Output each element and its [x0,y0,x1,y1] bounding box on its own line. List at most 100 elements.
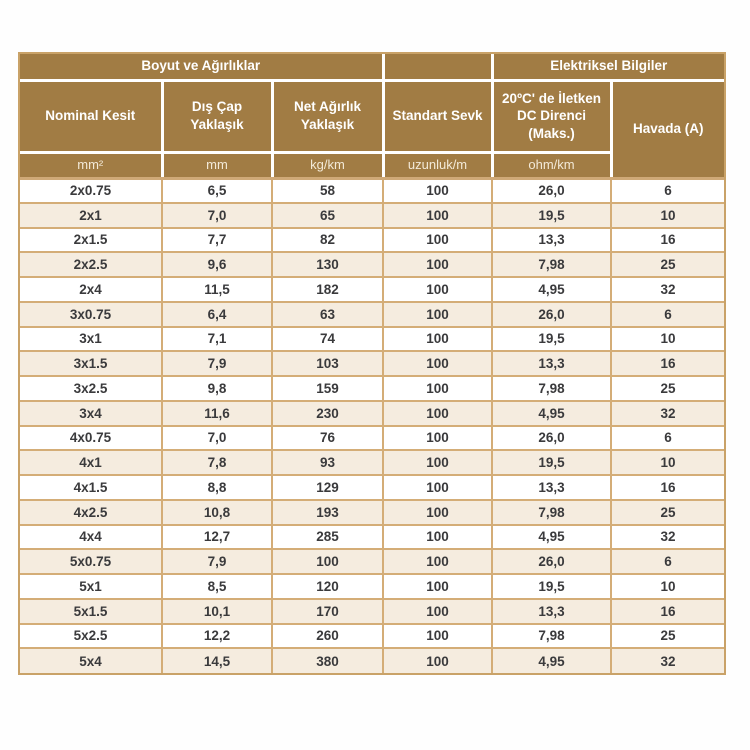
table-row: 3x1 7,1 74 100 19,5 10 [20,325,725,353]
cell: 16 [610,226,725,254]
cell: 7,7 [161,226,273,254]
cell: 230 [270,399,385,427]
cell: 11,5 [161,276,273,303]
cell: 32 [610,276,725,303]
cell: 10 [610,201,725,229]
table-row: 2x0.75 6,5 58 100 26,0 6 [20,177,725,204]
cell: 10,1 [161,597,273,625]
cell: 26,0 [491,548,613,575]
table-row: 5x1 8,5 120 100 19,5 10 [20,573,725,600]
cell: 100 [382,573,494,600]
cell: 7,98 [491,498,613,526]
cell: 12,2 [161,622,273,650]
unit-mm2: mm² [20,150,164,180]
cell: 100 [382,647,494,673]
cell: 4x2.5 [20,498,163,526]
cell: 14,5 [161,647,273,673]
cell: 32 [610,399,725,427]
cell: 3x4 [20,399,163,427]
cell: 100 [382,399,494,427]
cell: 13,3 [491,474,613,501]
cell: 82 [270,226,385,254]
table-row: 4x1.5 8,8 129 100 13,3 16 [20,474,725,501]
group-header-dimensions-weights: Boyut ve Ağırlıklar [20,54,385,82]
cell: 13,3 [491,597,613,625]
cell: 100 [382,177,494,204]
cell: 25 [610,375,725,402]
cell: 100 [382,474,494,501]
cell: 100 [382,622,494,650]
cell: 2x0.75 [20,177,163,204]
cell: 129 [270,474,385,501]
table-header: Boyut ve Ağırlıklar Elektriksel Bilgiler… [20,54,725,180]
cell: 380 [270,647,385,673]
cell: 8,8 [161,474,273,501]
cell: 32 [610,523,725,551]
cell: 26,0 [491,424,613,452]
cell: 100 [382,226,494,254]
cell: 6 [610,300,725,328]
cell: 7,98 [491,375,613,402]
cell: 120 [270,573,385,600]
cell: 93 [270,449,385,476]
cell: 4x1 [20,449,163,476]
cell: 6,4 [161,300,273,328]
cell: 32 [610,647,725,673]
table-row: 2x1 7,0 65 100 19,5 10 [20,201,725,229]
cell: 13,3 [491,226,613,254]
cell: 3x2.5 [20,375,163,402]
cell: 100 [382,325,494,353]
cell: 2x4 [20,276,163,303]
table-body: 2x0.75 6,5 58 100 26,0 6 2x1 7,0 65 100 19,5 10 2x1.… [20,177,725,673]
cell: 7,0 [161,201,273,229]
table-row: 2x2.5 9,6 130 100 7,98 25 [20,251,725,278]
cell: 2x2.5 [20,251,163,278]
cell: 100 [382,201,494,229]
table-row: 3x1.5 7,9 103 100 13,3 16 [20,350,725,377]
cable-spec-table: Boyut ve Ağırlıklar Elektriksel Bilgiler… [20,54,725,673]
table-row: 4x0.75 7,0 76 100 26,0 6 [20,424,725,452]
col-header-standart-sevk: Standart Sevk [381,78,494,154]
cell: 4x0.75 [20,424,163,452]
cell: 6 [610,177,725,204]
cell: 182 [270,276,385,303]
table-row: 2x1.5 7,7 82 100 13,3 16 [20,226,725,254]
cell: 25 [610,498,725,526]
cell: 16 [610,597,725,625]
cell: 74 [270,325,385,353]
cell: 100 [382,498,494,526]
cell: 100 [382,597,494,625]
cell: 2x1.5 [20,226,163,254]
cell: 10 [610,573,725,600]
cell: 7,8 [161,449,273,476]
table-row: 4x2.5 10,8 193 100 7,98 25 [20,498,725,526]
cell: 16 [610,350,725,377]
table-row: 2x4 11,5 182 100 4,95 32 [20,276,725,303]
cell: 4,95 [491,399,613,427]
table-row: 5x2.5 12,2 260 100 7,98 25 [20,622,725,650]
cell: 100 [382,548,494,575]
cell: 63 [270,300,385,328]
col-header-dis-cap: Dış Çap Yaklaşık [160,78,274,154]
group-header-blank [381,54,494,82]
col-header-net-agirlik: Net Ağırlık Yaklaşık [270,78,385,154]
column-header-row: Nominal Kesit Dış Çap Yaklaşık Net Ağırl… [20,78,725,180]
table-row: 5x0.75 7,9 100 100 26,0 6 [20,548,725,575]
cell: 65 [270,201,385,229]
cell: 100 [382,449,494,476]
cell: 4,95 [491,523,613,551]
cell: 2x1 [20,201,163,229]
cell: 260 [270,622,385,650]
cell: 100 [382,300,494,328]
cell: 12,7 [161,523,273,551]
cell: 16 [610,474,725,501]
cell: 25 [610,251,725,278]
group-header-row: Boyut ve Ağırlıklar Elektriksel Bilgiler [20,54,725,82]
cell: 5x4 [20,647,163,673]
table-row: 3x2.5 9,8 159 100 7,98 25 [20,375,725,402]
cell: 103 [270,350,385,377]
table-row: 4x4 12,7 285 100 4,95 32 [20,523,725,551]
cell: 5x1 [20,573,163,600]
cell: 159 [270,375,385,402]
cable-spec-table-container: Boyut ve Ağırlıklar Elektriksel Bilgiler… [18,52,726,675]
